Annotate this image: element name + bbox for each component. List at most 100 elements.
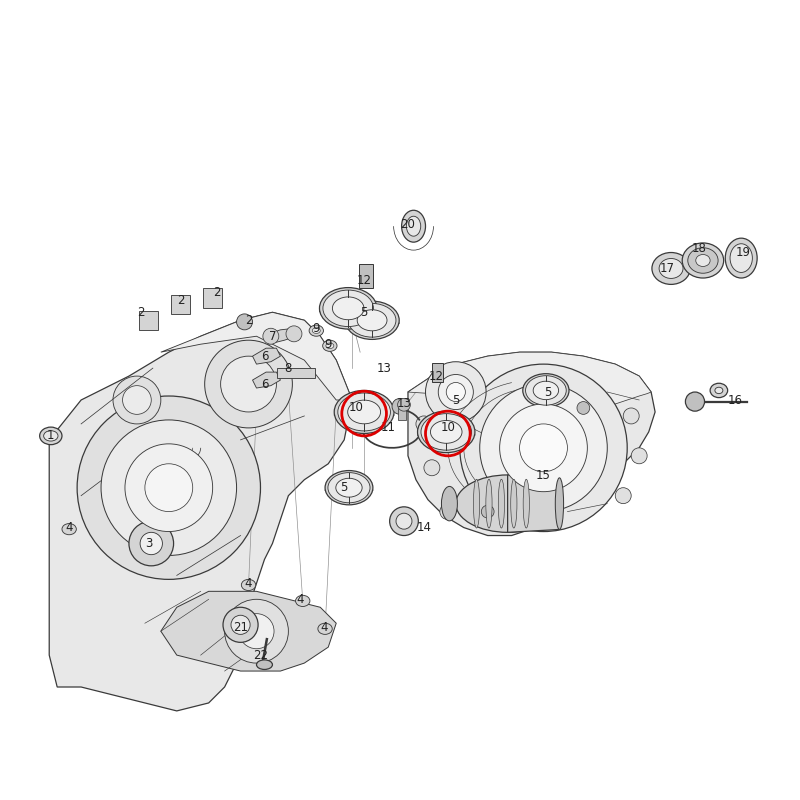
Text: 12: 12 — [357, 274, 372, 287]
Ellipse shape — [715, 387, 723, 394]
Polygon shape — [253, 348, 281, 364]
Ellipse shape — [726, 238, 757, 278]
Text: 14: 14 — [417, 521, 431, 534]
Circle shape — [480, 384, 607, 512]
Text: 12: 12 — [428, 370, 443, 382]
Bar — [139, 310, 158, 330]
Ellipse shape — [510, 479, 517, 528]
Text: 10: 10 — [349, 402, 363, 414]
Polygon shape — [253, 372, 281, 388]
Ellipse shape — [323, 290, 374, 326]
Polygon shape — [266, 328, 296, 344]
Text: 17: 17 — [659, 262, 674, 275]
Circle shape — [438, 374, 474, 410]
Ellipse shape — [319, 287, 377, 329]
Text: 16: 16 — [727, 394, 742, 406]
Text: 2: 2 — [245, 314, 252, 326]
Ellipse shape — [406, 216, 421, 236]
Ellipse shape — [696, 254, 710, 266]
Ellipse shape — [242, 579, 256, 590]
Circle shape — [424, 460, 440, 476]
Text: 6: 6 — [261, 350, 268, 362]
Circle shape — [113, 376, 161, 424]
Ellipse shape — [357, 310, 387, 331]
Ellipse shape — [418, 432, 475, 438]
Circle shape — [577, 402, 590, 414]
Circle shape — [225, 599, 288, 663]
Circle shape — [392, 398, 408, 414]
Text: 5: 5 — [341, 481, 348, 494]
Ellipse shape — [62, 523, 76, 534]
Ellipse shape — [652, 253, 690, 285]
Circle shape — [446, 382, 466, 402]
Circle shape — [205, 340, 292, 428]
Ellipse shape — [257, 660, 273, 670]
Ellipse shape — [456, 475, 559, 532]
Circle shape — [237, 314, 253, 330]
Text: 21: 21 — [233, 621, 248, 634]
Ellipse shape — [312, 328, 320, 334]
Circle shape — [125, 444, 213, 531]
Ellipse shape — [334, 412, 394, 418]
Ellipse shape — [730, 244, 752, 273]
Circle shape — [500, 404, 587, 492]
Text: 3: 3 — [145, 537, 153, 550]
Text: 19: 19 — [735, 246, 750, 259]
Circle shape — [122, 386, 151, 414]
Polygon shape — [50, 312, 352, 711]
Ellipse shape — [682, 243, 724, 278]
Ellipse shape — [325, 470, 373, 505]
Text: 18: 18 — [691, 242, 706, 255]
Ellipse shape — [336, 478, 362, 497]
Ellipse shape — [322, 340, 337, 351]
Text: 9: 9 — [325, 338, 332, 350]
Ellipse shape — [295, 595, 310, 606]
Bar — [171, 294, 190, 314]
Ellipse shape — [421, 414, 471, 450]
Text: 5: 5 — [544, 386, 551, 398]
Text: 11: 11 — [381, 422, 395, 434]
Circle shape — [239, 614, 274, 649]
Ellipse shape — [688, 248, 718, 274]
Ellipse shape — [498, 479, 505, 528]
Text: 4: 4 — [66, 521, 73, 534]
Polygon shape — [161, 312, 352, 400]
Circle shape — [615, 488, 631, 504]
Text: 10: 10 — [440, 422, 455, 434]
Text: 5: 5 — [452, 394, 459, 406]
Text: 2: 2 — [177, 294, 185, 307]
Ellipse shape — [418, 411, 475, 453]
Text: 4: 4 — [297, 593, 304, 606]
Ellipse shape — [325, 488, 373, 493]
Circle shape — [396, 514, 412, 529]
Ellipse shape — [486, 479, 492, 528]
Bar — [203, 288, 222, 307]
Ellipse shape — [430, 421, 462, 443]
Circle shape — [263, 328, 279, 344]
Circle shape — [623, 408, 639, 424]
Ellipse shape — [523, 479, 530, 528]
Polygon shape — [161, 591, 336, 671]
Text: 5: 5 — [361, 306, 368, 319]
Text: 13: 13 — [397, 398, 411, 410]
Circle shape — [398, 398, 410, 411]
Ellipse shape — [338, 393, 390, 431]
Circle shape — [286, 326, 302, 342]
Text: 9: 9 — [313, 322, 320, 334]
Bar — [398, 404, 406, 420]
Circle shape — [686, 392, 705, 411]
Circle shape — [223, 607, 258, 642]
Ellipse shape — [348, 400, 381, 424]
Circle shape — [440, 504, 456, 519]
Ellipse shape — [318, 623, 332, 634]
Ellipse shape — [710, 383, 728, 398]
Ellipse shape — [319, 308, 377, 314]
Text: 4: 4 — [321, 621, 328, 634]
Circle shape — [416, 416, 432, 432]
Ellipse shape — [526, 376, 566, 405]
Ellipse shape — [533, 382, 558, 400]
Text: 22: 22 — [253, 649, 268, 662]
Polygon shape — [408, 352, 651, 410]
Text: 4: 4 — [245, 577, 252, 590]
Ellipse shape — [402, 210, 426, 242]
